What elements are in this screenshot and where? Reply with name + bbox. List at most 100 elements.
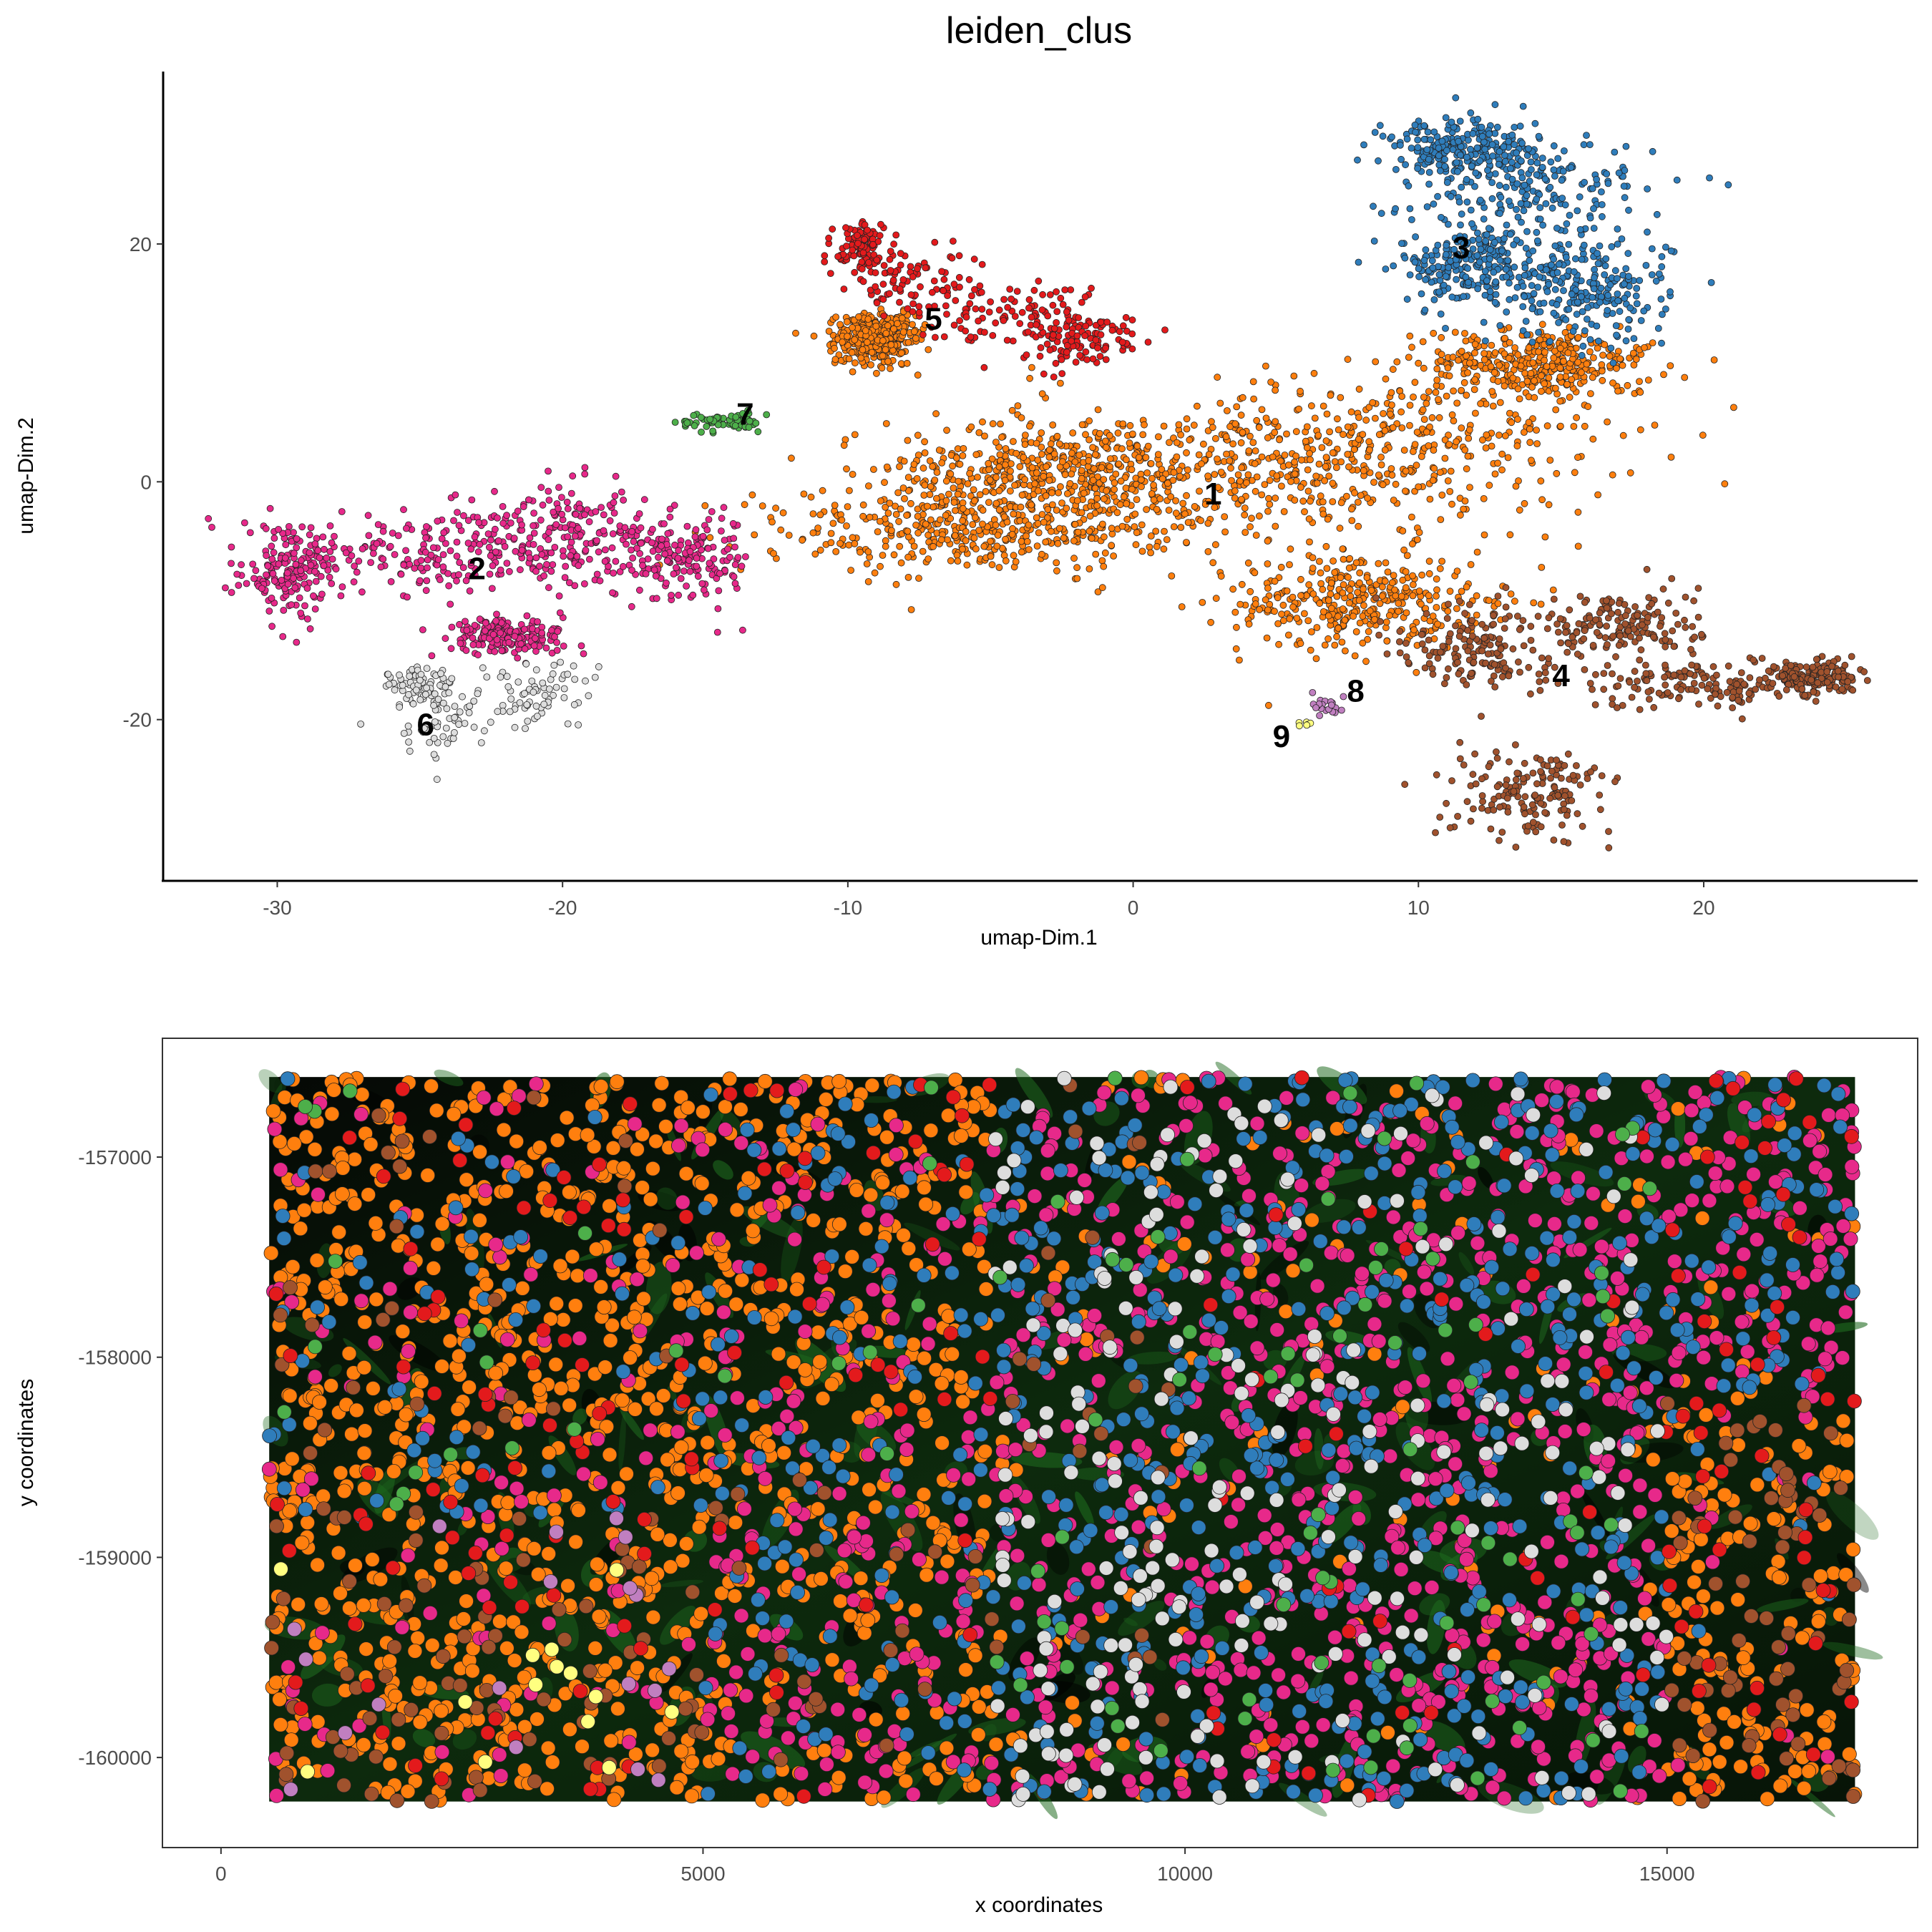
umap-point bbox=[1538, 564, 1546, 571]
umap-point bbox=[1521, 264, 1529, 272]
umap-point bbox=[1537, 477, 1545, 485]
umap-point bbox=[1541, 380, 1548, 388]
umap-point bbox=[1402, 609, 1410, 617]
umap-point bbox=[1327, 605, 1335, 613]
umap-point bbox=[1377, 454, 1385, 461]
umap-point bbox=[1144, 442, 1152, 450]
umap-point bbox=[1049, 501, 1056, 509]
umap-point bbox=[1195, 451, 1203, 459]
umap-point bbox=[1329, 479, 1337, 487]
umap-point bbox=[1614, 240, 1621, 248]
umap-point bbox=[1387, 389, 1395, 396]
umap-point bbox=[1468, 633, 1476, 640]
umap-point bbox=[1409, 540, 1416, 548]
umap-point bbox=[1465, 426, 1473, 434]
umap-point bbox=[1482, 444, 1490, 452]
umap-point bbox=[1604, 641, 1611, 648]
umap-point bbox=[1735, 696, 1742, 704]
umap-point bbox=[263, 571, 270, 579]
umap-point bbox=[1508, 419, 1516, 426]
umap-point bbox=[1047, 440, 1055, 448]
umap-point bbox=[1605, 844, 1613, 852]
umap-point bbox=[1094, 406, 1102, 414]
umap-point bbox=[1633, 285, 1641, 292]
umap-point bbox=[1098, 584, 1106, 592]
umap-point bbox=[879, 337, 887, 345]
umap-point bbox=[1232, 645, 1240, 653]
umap-point bbox=[894, 489, 902, 497]
umap-point bbox=[847, 567, 854, 574]
umap-point bbox=[1511, 741, 1519, 748]
umap-point bbox=[427, 551, 435, 559]
umap-point bbox=[1546, 183, 1554, 191]
umap-point bbox=[1429, 670, 1437, 678]
umap-point bbox=[927, 516, 935, 524]
umap-point bbox=[1071, 458, 1079, 466]
umap-point bbox=[602, 546, 609, 554]
umap-point bbox=[1311, 414, 1319, 422]
umap-point bbox=[1291, 458, 1298, 466]
umap-point bbox=[540, 572, 548, 580]
umap-point bbox=[1513, 149, 1521, 157]
umap-point bbox=[1436, 814, 1444, 821]
umap-point bbox=[1010, 438, 1017, 445]
umap-point bbox=[1209, 424, 1216, 431]
umap-point bbox=[1543, 363, 1551, 370]
umap-point bbox=[884, 509, 892, 517]
umap-point bbox=[827, 530, 835, 537]
umap-point bbox=[565, 579, 573, 587]
umap-point bbox=[1100, 562, 1108, 570]
umap-point bbox=[1589, 374, 1596, 381]
umap-point bbox=[1521, 271, 1528, 279]
umap-point bbox=[1068, 449, 1075, 457]
umap-point bbox=[1169, 477, 1177, 484]
umap-point bbox=[270, 535, 278, 542]
umap-point bbox=[1292, 452, 1299, 460]
umap-point bbox=[799, 536, 806, 544]
umap-point bbox=[1323, 565, 1331, 572]
umap-point bbox=[1495, 160, 1503, 168]
umap-point bbox=[1198, 460, 1205, 468]
umap-point bbox=[846, 487, 853, 494]
umap-point bbox=[1443, 147, 1450, 155]
umap-point bbox=[1576, 225, 1584, 233]
umap-point bbox=[487, 552, 494, 560]
umap-point bbox=[1541, 356, 1548, 364]
umap-point bbox=[1443, 241, 1450, 249]
umap-point bbox=[1456, 738, 1464, 746]
umap-point bbox=[1481, 268, 1489, 275]
umap-point bbox=[1375, 157, 1382, 165]
umap-point bbox=[1473, 144, 1481, 152]
umap-point bbox=[894, 320, 901, 328]
umap-point bbox=[1357, 492, 1365, 499]
umap-point bbox=[1662, 243, 1669, 251]
umap-point bbox=[897, 559, 905, 567]
umap-point bbox=[1546, 338, 1554, 346]
umap-point bbox=[1535, 132, 1543, 140]
umap-point bbox=[1375, 431, 1383, 439]
umap-point bbox=[639, 562, 646, 570]
umap-point bbox=[1301, 610, 1308, 618]
umap-point bbox=[852, 359, 859, 367]
umap-point bbox=[1061, 471, 1069, 479]
umap-point bbox=[698, 580, 706, 587]
umap-point bbox=[930, 542, 937, 550]
umap-point bbox=[1395, 600, 1402, 608]
umap-point bbox=[628, 527, 635, 535]
umap-point bbox=[913, 475, 921, 482]
umap-point bbox=[1533, 237, 1541, 245]
umap-point bbox=[1221, 528, 1229, 536]
umap-point bbox=[1008, 531, 1016, 538]
umap-point bbox=[1473, 611, 1480, 619]
umap-point bbox=[1611, 267, 1619, 275]
umap-point bbox=[862, 327, 869, 335]
umap-point bbox=[1411, 258, 1419, 266]
umap-point bbox=[1658, 253, 1666, 260]
umap-point bbox=[404, 593, 411, 601]
umap-point bbox=[1172, 497, 1179, 504]
umap-point bbox=[1621, 601, 1629, 608]
umap-point bbox=[1128, 466, 1136, 474]
umap-point bbox=[831, 356, 839, 364]
umap-point bbox=[1278, 482, 1285, 490]
umap-point bbox=[1442, 114, 1450, 122]
